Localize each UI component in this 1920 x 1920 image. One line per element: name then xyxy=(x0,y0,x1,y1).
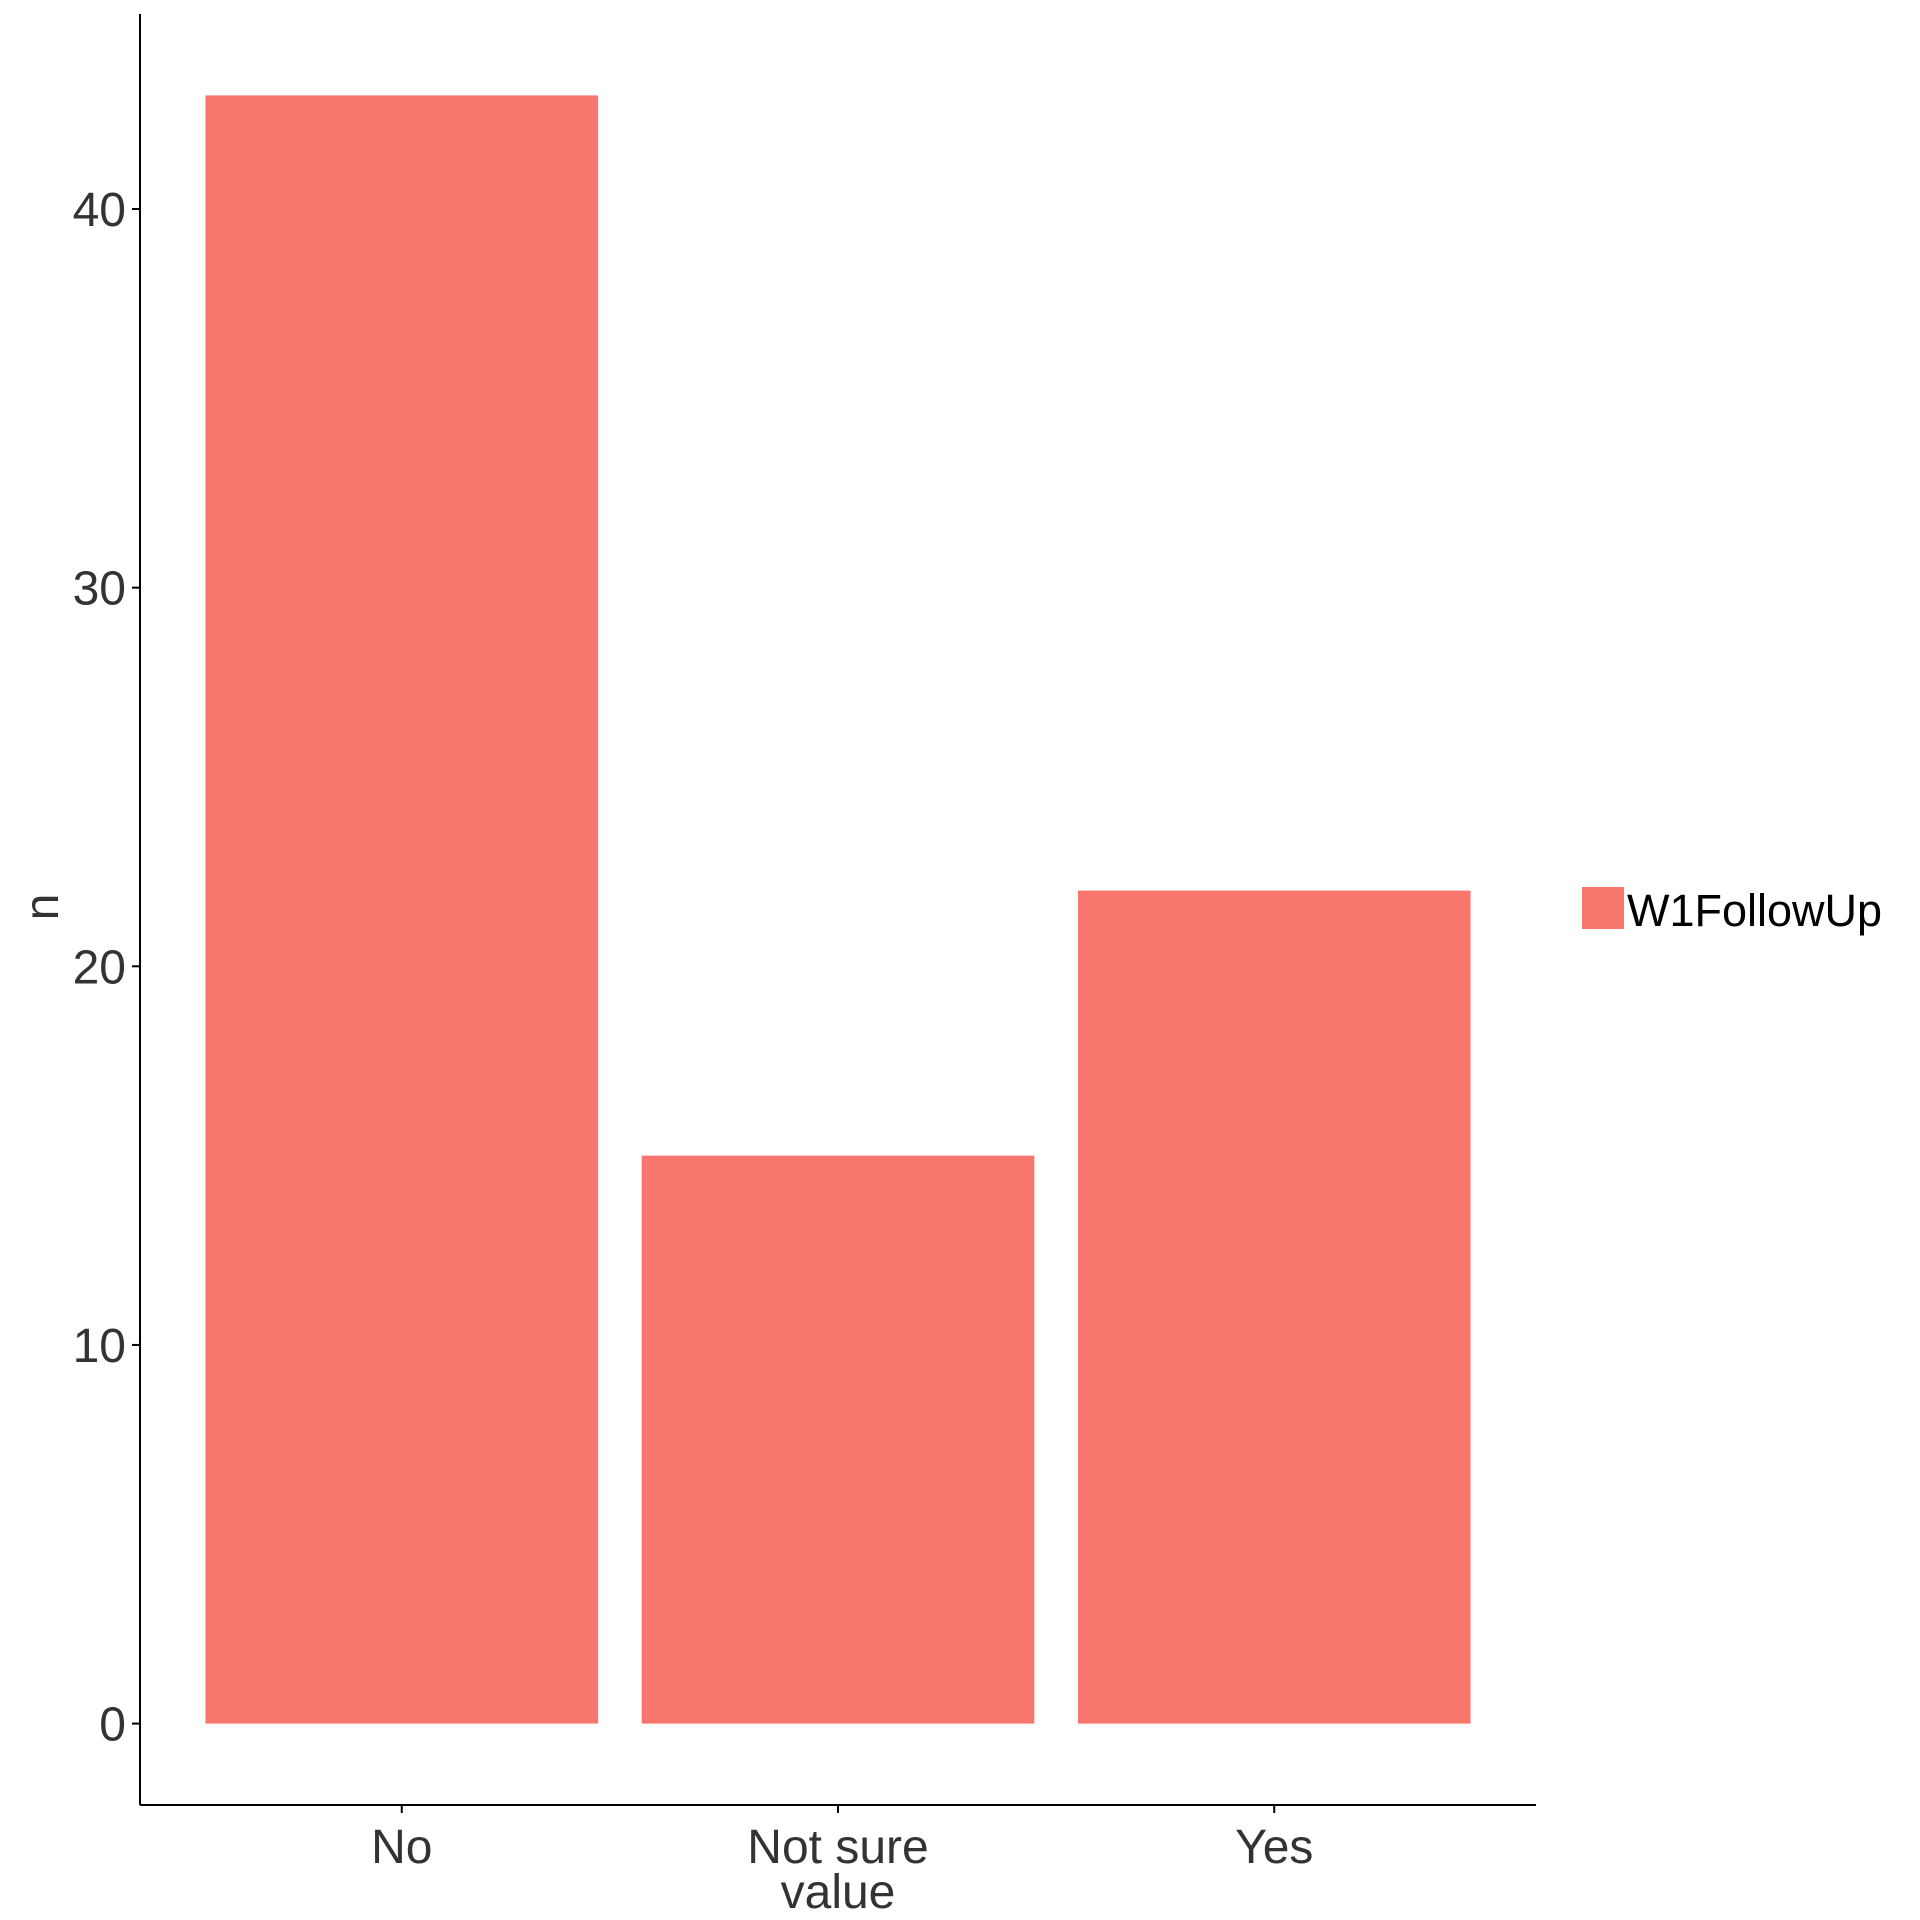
y-tick-label: 10 xyxy=(73,1320,126,1373)
y-tick-label: 30 xyxy=(73,563,126,616)
x-tick-label: No xyxy=(371,1821,432,1874)
y-axis-ticks: 0 10 20 30 40 xyxy=(73,184,140,1752)
x-tick-label: Not sure xyxy=(747,1821,928,1874)
legend: W1FollowUp xyxy=(1582,885,1882,936)
bars-layer xyxy=(205,95,1471,1724)
legend-key-w1followup xyxy=(1582,887,1624,929)
bar-no xyxy=(205,95,599,1724)
y-tick-label: 20 xyxy=(73,941,126,994)
bar-yes xyxy=(1077,890,1471,1724)
y-tick-label: 40 xyxy=(73,184,126,237)
x-axis-title: value xyxy=(781,1866,896,1919)
x-tick-label: Yes xyxy=(1235,1821,1313,1874)
legend-label-w1followup: W1FollowUp xyxy=(1627,885,1882,936)
x-axis-ticks: No Not sure Yes xyxy=(371,1805,1313,1874)
bar-not-sure xyxy=(641,1155,1035,1724)
y-axis-title: n xyxy=(16,894,69,921)
y-tick-label: 0 xyxy=(99,1699,126,1752)
